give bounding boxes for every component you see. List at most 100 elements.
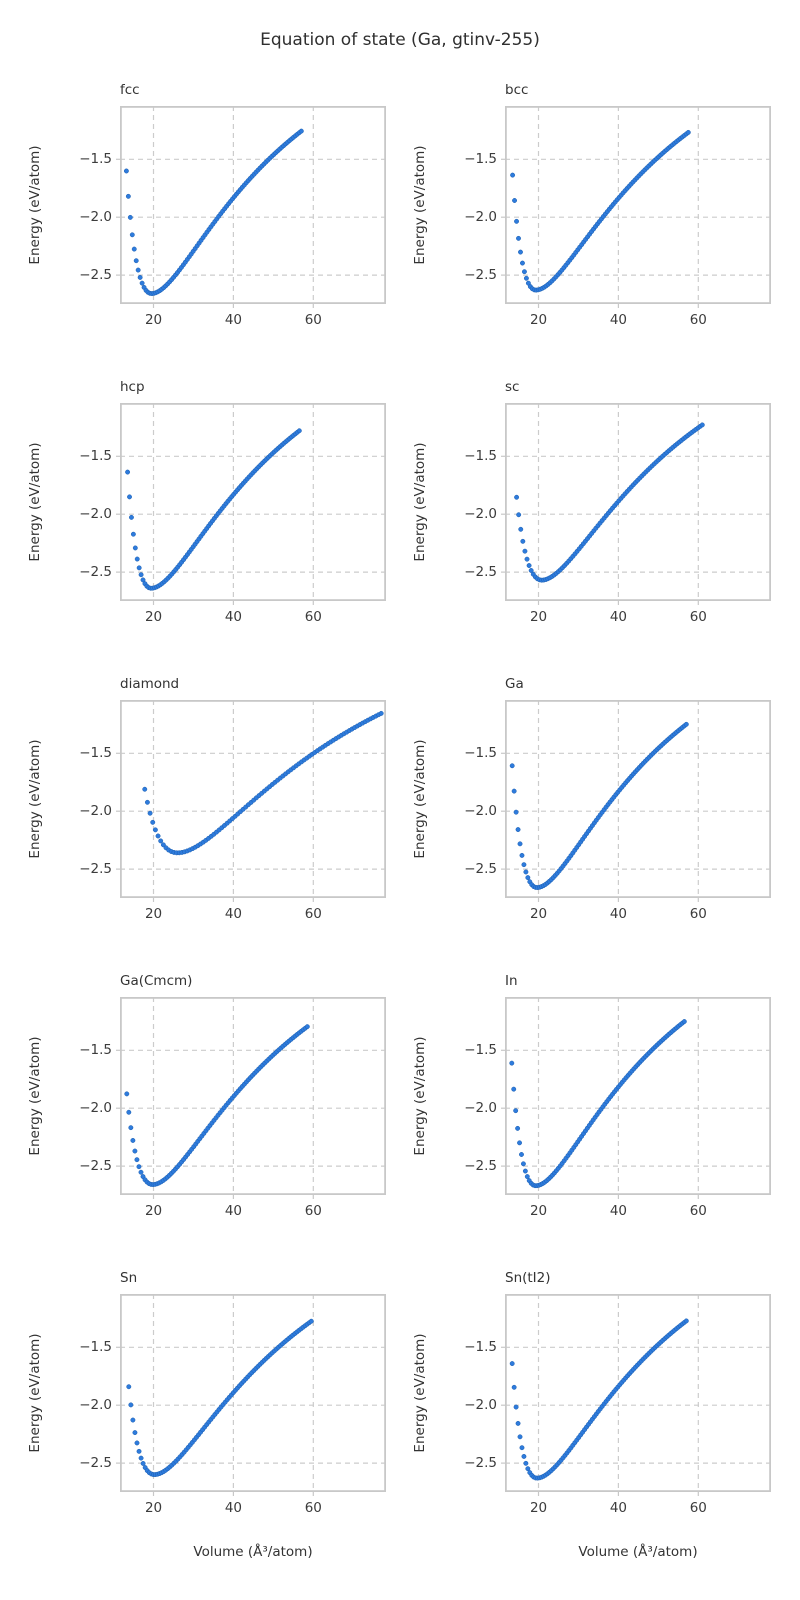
data-point <box>130 1138 136 1143</box>
subplot-title: bcc <box>505 82 529 98</box>
y-tick-label: −1.5 <box>464 745 497 762</box>
y-tick-label: −2.5 <box>79 861 112 878</box>
data-point <box>525 1466 531 1472</box>
subplot-Ga: Ga −1.5 −2.0 −2.5 20 40 60 Energy (eV/atom) <box>400 670 800 967</box>
subplot-Ga(Cmcm): Ga(Cmcm) −1.5 −2.0 −2.5 20 40 60 Energy (eV/ato… <box>0 967 400 1264</box>
x-tick-label: 40 <box>609 312 628 328</box>
y-tick-label: −2.0 <box>79 506 112 523</box>
x-tick-label: 20 <box>144 609 163 625</box>
data-point <box>521 862 527 868</box>
data-point <box>127 214 133 220</box>
data-point <box>126 1109 132 1115</box>
y-tick-label: −2.5 <box>79 564 112 581</box>
data-point <box>134 1157 140 1163</box>
x-tick-label: 60 <box>689 312 707 328</box>
data-point <box>699 422 705 428</box>
data-point <box>510 172 516 178</box>
data-point <box>511 1384 517 1390</box>
data-point <box>138 572 144 578</box>
data-point <box>525 875 531 881</box>
data-point <box>128 1402 134 1408</box>
data-point <box>514 494 520 500</box>
data-point <box>129 232 135 238</box>
data-point <box>135 267 141 273</box>
data-point <box>160 842 166 848</box>
data-point <box>519 1445 525 1451</box>
data-point <box>521 269 527 275</box>
subplot-sc: sc −1.5 −2.0 −2.5 20 40 60 Energy (eV/atom) <box>400 373 800 670</box>
data-point <box>133 258 139 264</box>
y-tick-label: −2.0 <box>464 1397 497 1414</box>
x-tick-label: 40 <box>224 609 243 625</box>
data-point <box>378 710 384 716</box>
x-tick-label: 20 <box>529 906 548 922</box>
scatter-plot <box>116 402 387 605</box>
data-point <box>304 1024 310 1030</box>
data-point <box>134 556 140 562</box>
data-point <box>511 788 517 794</box>
scatter-plot <box>116 105 387 308</box>
data-point <box>150 819 156 825</box>
y-tick-label: −1.5 <box>464 151 497 168</box>
data-point <box>131 246 137 252</box>
data-point <box>523 869 529 875</box>
data-point <box>518 526 524 532</box>
data-point <box>137 274 143 280</box>
data-point <box>128 1125 134 1131</box>
data-point <box>528 568 534 573</box>
data-point <box>296 428 302 434</box>
data-point <box>308 1318 314 1324</box>
data-point <box>147 810 153 816</box>
figure-title: Equation of state (Ga, gtinv-255) <box>260 30 540 50</box>
x-tick-label: 20 <box>529 1203 548 1219</box>
data-point <box>523 275 529 281</box>
data-point <box>138 1169 144 1175</box>
data-point <box>520 260 525 266</box>
data-point <box>526 563 532 568</box>
x-tick-label: 40 <box>609 1203 628 1219</box>
data-point <box>155 833 161 839</box>
x-tick-label: 60 <box>689 1500 707 1516</box>
y-tick-label: −1.5 <box>79 448 112 465</box>
data-point <box>140 577 146 583</box>
data-point <box>519 1152 524 1157</box>
plot-spines <box>504 402 772 601</box>
data-point <box>139 280 145 286</box>
scatter-plot <box>501 699 772 902</box>
data-point <box>513 809 519 815</box>
data-point <box>512 198 518 203</box>
y-tick-label: −2.5 <box>464 564 497 581</box>
subplot-Sn: Sn −1.5 −2.0 −2.5 20 40 60 Energy (eV/atom) Volu… <box>0 1264 400 1594</box>
data-point <box>514 218 519 224</box>
data-point <box>138 1455 144 1461</box>
scatter-plot <box>116 1293 387 1496</box>
y-tick-label: −2.5 <box>464 267 497 284</box>
data-point <box>522 1168 528 1174</box>
data-point <box>516 235 521 241</box>
scatter-plot <box>501 1293 772 1496</box>
scatter-plot <box>501 105 772 308</box>
plot-spines <box>504 996 772 1195</box>
subplot-Sn(tI2): Sn(tI2) −1.5 −2.0 −2.5 20 40 60 Energy (eV/atom… <box>400 1264 800 1594</box>
y-tick-label: −2.0 <box>464 209 497 226</box>
y-tick-label: −2.5 <box>464 861 497 878</box>
x-tick-label: 60 <box>304 1203 322 1219</box>
data-point <box>519 852 525 858</box>
data-point <box>127 494 132 500</box>
plot-spines <box>119 1293 387 1492</box>
data-point <box>298 128 304 134</box>
y-axis-label: Energy (eV/atom) <box>412 739 428 859</box>
data-point <box>140 1461 146 1466</box>
data-point <box>136 565 142 571</box>
x-tick-label: 20 <box>144 312 163 328</box>
subplot-title: In <box>505 973 518 989</box>
data-point <box>142 786 148 792</box>
data-point <box>523 1460 529 1466</box>
subplot-title: Sn(tI2) <box>505 1270 551 1286</box>
data-point <box>517 1140 522 1146</box>
y-tick-label: −2.5 <box>79 267 112 284</box>
subplot-fcc: fcc −1.5 −2.0 −2.5 20 40 60 Energy (eV/atom) <box>0 76 400 373</box>
y-axis-label: Energy (eV/atom) <box>27 442 43 562</box>
x-tick-label: 60 <box>689 1203 707 1219</box>
data-point <box>524 1174 530 1180</box>
